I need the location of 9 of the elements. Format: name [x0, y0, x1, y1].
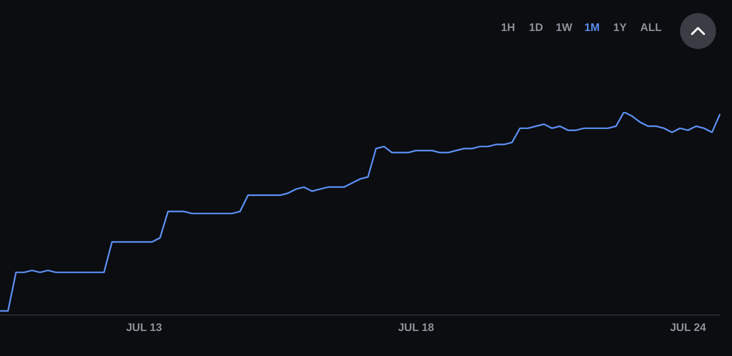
text: 1M — [583, 22, 601, 34]
text: 1Y — [612, 22, 628, 34]
text: 1D — [528, 22, 544, 34]
x-tick-label: JUL 24 — [670, 322, 707, 334]
text: ALL — [639, 22, 663, 34]
x-tick-label: JUL 18 — [398, 322, 434, 334]
text: 1W — [554, 22, 574, 34]
text: 1H — [500, 22, 516, 34]
x-tick-label: JUL 13 — [126, 322, 162, 334]
